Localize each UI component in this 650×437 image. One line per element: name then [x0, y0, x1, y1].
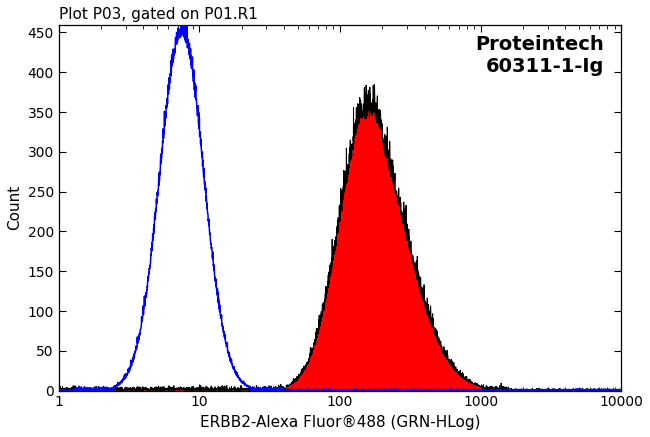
Y-axis label: Count: Count [7, 185, 22, 230]
Text: Proteintech
60311-1-Ig: Proteintech 60311-1-Ig [476, 35, 604, 76]
X-axis label: ERBB2-Alexa Fluor®488 (GRN-HLog): ERBB2-Alexa Fluor®488 (GRN-HLog) [200, 415, 480, 430]
Text: Plot P03, gated on P01.R1: Plot P03, gated on P01.R1 [58, 7, 257, 22]
